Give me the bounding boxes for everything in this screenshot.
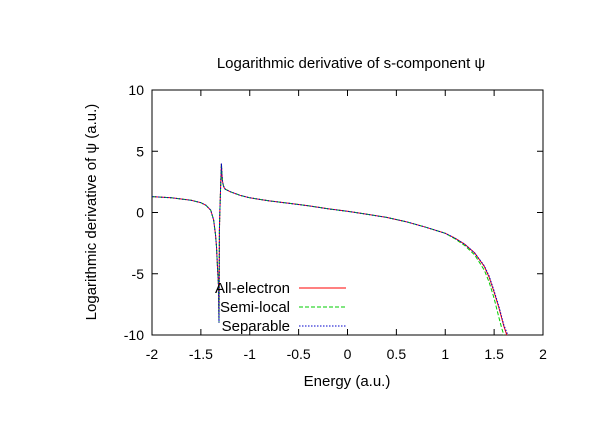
y-tick-label: -10 [124,327,144,343]
series-line-0 [151,163,508,336]
series-lines [151,163,509,336]
x-tick-label: -0.5 [287,346,311,362]
x-tick-label: 1.5 [484,346,504,362]
plot-frame [151,89,544,336]
y-tick-label: -5 [132,266,145,282]
x-tick-label: 1 [441,346,449,362]
x-tick-label: -1.5 [189,346,213,362]
y-tick-label: 0 [136,205,144,221]
series-line-1 [151,163,505,336]
axis-ticks: -2 -1.5 -1 -0.5 0 0.5 1 1.5 2 10 5 0 -5 -10 [124,82,547,362]
x-tick-label: 0.5 [387,346,407,362]
y-axis-title: Logarithmic derivative of ψ (a.u.) [83,104,100,321]
x-tick-label: 0 [344,346,352,362]
x-tick-label: -2 [146,346,159,362]
x-tick-label: 2 [539,346,547,362]
y-tick-label: 5 [136,143,144,159]
legend: All-electron Semi-local Separable [215,280,346,335]
legend-label-0: All-electron [215,280,290,297]
legend-label-1: Semi-local [220,299,290,316]
x-axis-title: Energy (a.u.) [304,373,391,390]
chart-title: Logarithmic derivative of s-component ψ [217,55,485,72]
x-tick-label: -1 [244,346,257,362]
legend-label-2: Separable [222,318,290,335]
y-tick-label: 10 [128,82,144,98]
series-line-2 [151,163,509,336]
